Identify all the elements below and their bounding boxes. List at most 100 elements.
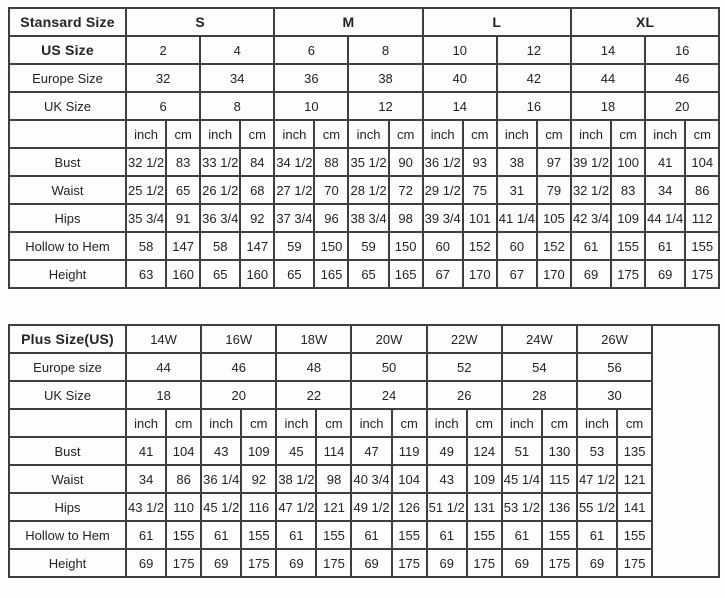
measure-value-cell: 47 [350,436,393,466]
row-label: Europe size [8,352,127,382]
measure-value-cell: 45 1/4 [500,464,543,494]
size-value-cell: 26 [425,380,503,410]
measure-value-cell: 61 [569,231,613,261]
measure-value-cell: 36 1/2 [421,147,464,177]
size-group-cell: L [421,7,572,37]
table-title: Stansard Size [8,7,127,37]
measure-value-cell: 155 [465,520,503,550]
plus-size-table: Plus Size(US) 14W 16W 18W 20W 22W 24W 26W Europe… [8,324,721,578]
measure-value-cell: 36 1/4 [200,464,243,494]
measure-value-cell: 97 [535,147,572,177]
measure-value-cell: 121 [616,464,654,494]
measure-value-cell: 155 [610,231,647,261]
measure-value-cell: 93 [461,147,498,177]
measure-value-cell: 155 [315,520,353,550]
size-row: Europe Size 32 34 36 38 40 42 44 46 [8,63,721,93]
size-row: UK Size 6 8 10 12 14 16 18 20 [8,91,721,121]
measure-value-cell: 83 [610,175,647,205]
measure-value-cell: 160 [165,259,202,289]
unit-cm-cell: cm [240,408,278,438]
size-group-cell: M [273,7,424,37]
unit-row-spacer-cell [8,119,127,149]
measure-value-cell: 27 1/2 [273,175,316,205]
measure-row: Waist 25 1/2 65 26 1/2 68 27 1/2 70 28 1/2 72 29 … [8,175,721,205]
size-value-cell: 14 [421,91,498,121]
measure-value-cell: 35 3/4 [124,203,168,233]
size-value-cell: 20 [200,380,278,410]
measure-value-cell: 175 [465,548,503,578]
measure-value-cell: 121 [315,492,353,522]
unit-cm-cell: cm [535,119,572,149]
measure-value-cell: 58 [124,231,168,261]
size-value-cell: 38 [347,63,424,93]
unit-cm-cell: cm [390,408,428,438]
measure-value-cell: 68 [239,175,276,205]
measure-value-cell: 61 [500,520,543,550]
measure-value-cell: 116 [240,492,278,522]
size-group-cell: 16W [200,324,278,354]
measure-value-cell: 160 [239,259,276,289]
measure-value-cell: 150 [313,231,350,261]
measure-value-cell: 136 [540,492,578,522]
measure-value-cell: 69 [350,548,393,578]
size-value-cell: 46 [200,352,278,382]
measure-value-cell: 152 [535,231,572,261]
measure-value-cell: 72 [387,175,424,205]
row-label: Height [8,548,127,578]
measure-value-cell: 38 3/4 [347,203,390,233]
row-label: Hips [8,203,127,233]
unit-cm-cell: cm [165,119,202,149]
measure-value-cell: 32 1/2 [569,175,613,205]
measure-value-cell: 155 [616,520,654,550]
measure-value-cell: 65 [347,259,390,289]
unit-cm-cell: cm [684,119,721,149]
measure-value-cell: 61 [124,520,168,550]
size-value-cell: 16 [495,91,572,121]
measure-value-cell: 75 [461,175,498,205]
measure-value-cell: 124 [465,436,503,466]
row-label: UK Size [8,91,127,121]
measure-value-cell: 69 [200,548,243,578]
size-value-cell: 48 [275,352,353,382]
unit-cm-cell: cm [610,119,647,149]
measure-value-cell: 31 [495,175,538,205]
row-label: Hips [8,492,127,522]
measure-value-cell: 79 [535,175,572,205]
size-value-cell: 44 [569,63,647,93]
measure-value-cell: 170 [461,259,498,289]
measure-value-cell: 98 [315,464,353,494]
measure-value-cell: 43 [200,436,243,466]
size-value-cell: 46 [644,63,721,93]
measure-value-cell: 25 1/2 [124,175,168,205]
row-label: Bust [8,436,127,466]
unit-cm-cell: cm [465,408,503,438]
measure-value-cell: 51 [500,436,543,466]
size-value-cell: 52 [425,352,503,382]
measure-row: Hips 35 3/4 91 36 3/4 92 37 3/4 96 38 3/4 98 39 3… [8,203,721,233]
row-label: US Size [8,35,127,65]
row-label: UK Size [8,380,127,410]
measure-value-cell: 65 [273,259,316,289]
measure-value-cell: 170 [535,259,572,289]
unit-inch-cell: inch [575,408,619,438]
measure-value-cell: 63 [124,259,168,289]
measure-value-cell: 175 [540,548,578,578]
measure-value-cell: 135 [616,436,654,466]
measure-value-cell: 141 [616,492,654,522]
measure-value-cell: 155 [684,231,721,261]
measure-value-cell: 147 [239,231,276,261]
size-value-cell: 54 [500,352,578,382]
measure-value-cell: 53 [575,436,619,466]
measure-value-cell: 29 1/2 [421,175,464,205]
measure-value-cell: 45 [275,436,318,466]
measure-value-cell: 70 [313,175,350,205]
measure-value-cell: 152 [461,231,498,261]
measure-value-cell: 43 [425,464,468,494]
size-value-cell: 2 [124,35,202,65]
unit-cm-cell: cm [315,408,353,438]
size-value-cell: 14 [569,35,647,65]
measure-row: Height 69 175 69 175 69 175 69 175 69 175 69 175 69 17… [8,548,719,578]
measure-value-cell: 165 [313,259,350,289]
row-label: Waist [8,175,127,205]
measure-value-cell: 91 [165,203,202,233]
